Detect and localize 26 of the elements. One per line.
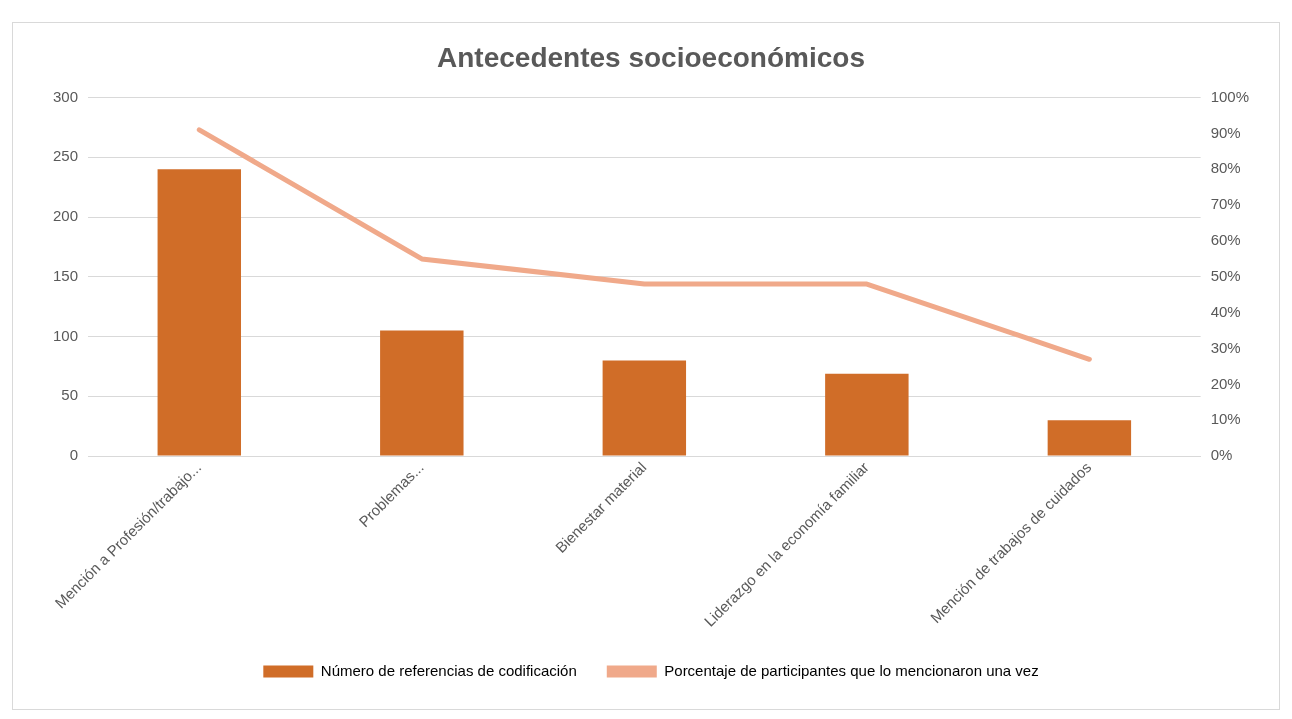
y2-tick-label: 60%	[1210, 231, 1241, 249]
y2-tick-label: 10%	[1210, 410, 1241, 428]
legend-label: Porcentaje de participantes que lo mencionaron una vez	[664, 661, 1039, 679]
y-tick-label: 200	[53, 207, 79, 225]
y2-tick-label: 30%	[1210, 338, 1241, 356]
y2-tick-label: 90%	[1210, 123, 1241, 141]
bar	[1047, 420, 1132, 456]
y2-tick-label: 20%	[1210, 374, 1241, 392]
y2-tick-label: 70%	[1210, 195, 1241, 213]
bar	[380, 330, 464, 456]
bar	[825, 373, 909, 456]
chart-title: Antecedentes socioeconómicos	[437, 41, 865, 73]
legend-label: Número de referencias de codificación	[320, 661, 577, 679]
y2-tick-label: 80%	[1210, 159, 1241, 177]
y-tick-label: 250	[53, 147, 79, 165]
y-tick-label: 150	[53, 266, 79, 284]
y2-tick-label: 0%	[1210, 446, 1233, 464]
y-tick-label: 100	[53, 326, 79, 344]
bar	[602, 360, 687, 456]
y2-tick-label: 100%	[1210, 87, 1250, 105]
bar	[157, 169, 242, 456]
y-tick-label: 50	[61, 386, 79, 404]
y2-tick-label: 40%	[1210, 302, 1241, 320]
y2-tick-label: 50%	[1210, 266, 1241, 284]
y-tick-label: 0	[69, 446, 79, 464]
y-tick-label: 300	[53, 87, 79, 105]
